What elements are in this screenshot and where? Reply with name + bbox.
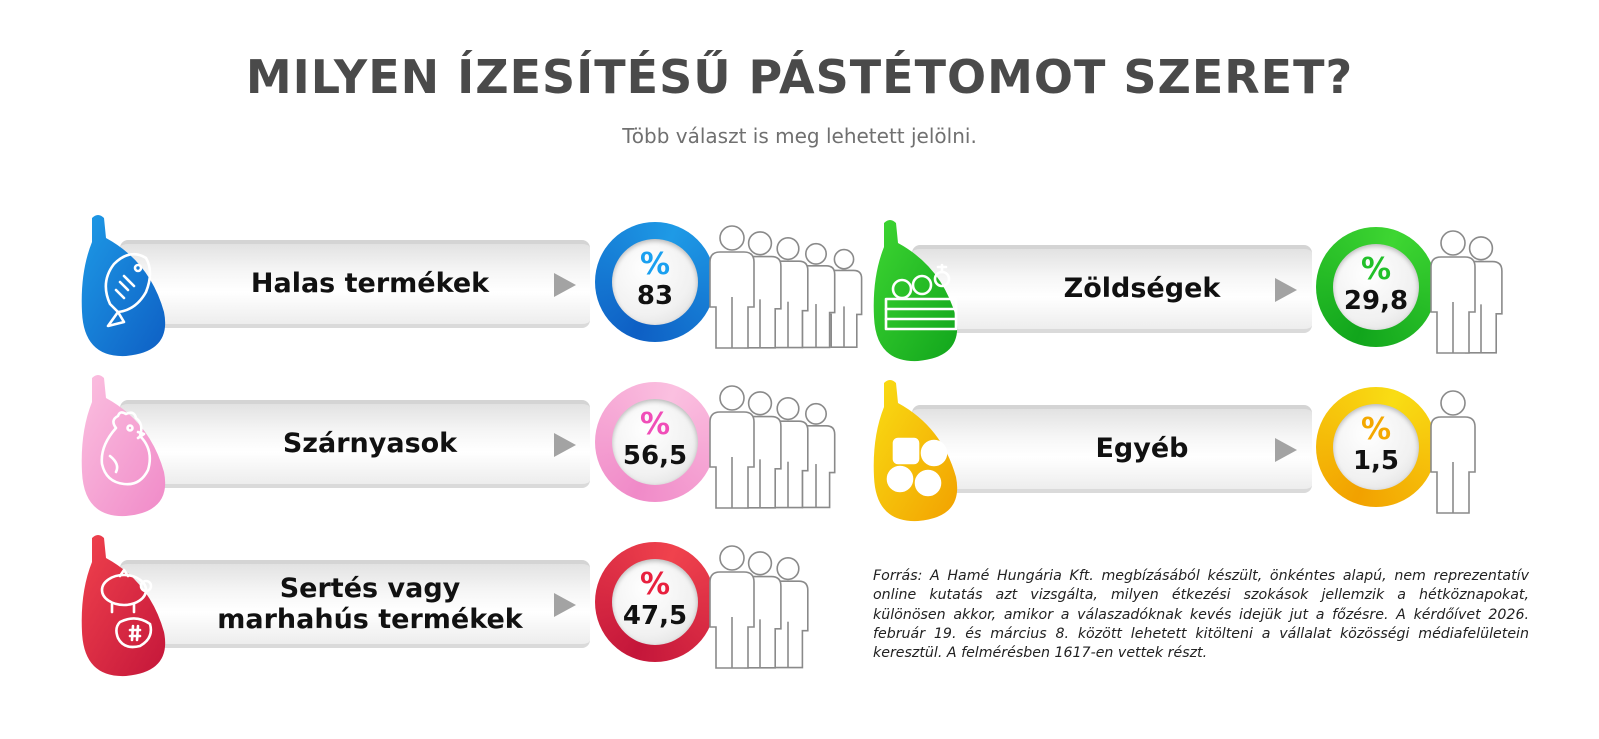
value-label: 1,5 (1352, 446, 1400, 476)
value-ring: % 29,8 (1316, 227, 1436, 347)
category-label-line: Egyéb (1095, 433, 1189, 465)
source-note: Forrás: A Hamé Hungária Kft. megbízásábó… (873, 568, 1529, 662)
chart-row: Egyéb% 1,5 (872, 377, 1572, 527)
category-label-line: Zöldségek (1063, 273, 1221, 305)
category-label-line: Halas termékek (250, 268, 490, 300)
category-drop (873, 380, 958, 522)
category-drop (873, 220, 958, 362)
chart-row: Halas termékek% 83 (80, 212, 863, 362)
people-group (709, 385, 836, 509)
category-label: Halas termékek (200, 240, 540, 328)
category-label: Sertés vagy marhahús termékek (180, 560, 560, 648)
arrow-icon (1275, 278, 1297, 302)
percent-sign: % (639, 407, 671, 442)
category-label: Zöldségek (972, 245, 1312, 333)
category-drop (81, 215, 166, 357)
fish-icon (104, 252, 152, 328)
people-group (709, 545, 809, 669)
person-icon (709, 545, 755, 669)
arrow-icon (1275, 438, 1297, 462)
percent-sign: % (1360, 252, 1392, 287)
value-label: 47,5 (622, 601, 688, 631)
value-label: 56,5 (622, 441, 688, 471)
arrow-icon (554, 433, 576, 457)
category-drop (81, 375, 166, 517)
category-bar (120, 400, 590, 488)
page-subtitle: Több választ is meg lehetett jelölni. (622, 124, 977, 148)
category-label: Egyéb (972, 405, 1312, 493)
value-label: 83 (636, 281, 674, 311)
category-bar (912, 245, 1312, 333)
category-bar (912, 405, 1312, 493)
category-drop (81, 535, 166, 677)
shapes-icon (886, 437, 948, 497)
category-bar (120, 560, 590, 648)
people-group (709, 225, 863, 349)
arrow-icon (554, 273, 576, 297)
chart-row: Szárnyasok% 56,5 (80, 372, 836, 522)
category-bar (120, 240, 590, 328)
percent-sign: % (639, 567, 671, 602)
percent-sign: % (1360, 412, 1392, 447)
page-title: MILYEN ÍZESÍTÉSŰ PÁSTÉTOMOT SZERET? (245, 50, 1354, 104)
category-label-line: Szárnyasok (282, 428, 458, 460)
chart-row: Zöldségek% 29,8 (872, 217, 1572, 367)
category-label: Szárnyasok (200, 400, 540, 488)
value-label: 29,8 (1343, 286, 1409, 316)
percent-sign: % (639, 247, 671, 282)
value-ring: % 83 (595, 222, 715, 342)
person-icon (709, 225, 755, 349)
value-ring: % 47,5 (595, 542, 715, 662)
people-group (1430, 230, 1503, 354)
arrow-icon (554, 593, 576, 617)
chicken-icon (100, 411, 152, 486)
person-icon (1430, 390, 1476, 514)
category-label-line: Sertés vagy (279, 572, 461, 604)
vegetable-crate-icon (884, 263, 958, 331)
pig-and-steak-icon (100, 568, 153, 649)
person-icon (1430, 230, 1476, 354)
people-group (1430, 390, 1476, 514)
chart-row: Sertés vagy marhahús termékek% 47,5 (80, 532, 809, 682)
category-label-line: marhahús termékek (217, 604, 523, 635)
value-ring: % 1,5 (1316, 387, 1436, 507)
value-ring: % 56,5 (595, 382, 715, 502)
person-icon (709, 385, 755, 509)
